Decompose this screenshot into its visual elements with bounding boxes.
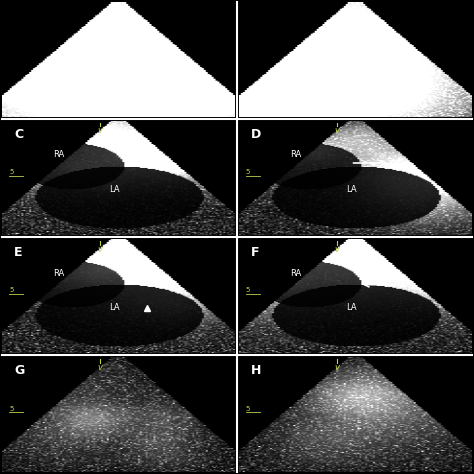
Text: E: E [14, 246, 22, 259]
Text: 5: 5 [246, 406, 250, 412]
Text: v: v [334, 363, 339, 372]
Text: v: v [98, 245, 102, 254]
Text: RA: RA [290, 269, 301, 278]
Text: F: F [251, 246, 259, 259]
Text: 5: 5 [9, 169, 14, 175]
Text: v: v [98, 127, 102, 136]
Text: RA: RA [54, 150, 65, 159]
Text: 5: 5 [9, 406, 14, 412]
Text: v: v [334, 127, 339, 136]
Text: G: G [14, 364, 24, 377]
Text: 5: 5 [9, 287, 14, 293]
Text: v: v [98, 363, 102, 372]
Text: RA: RA [54, 269, 65, 278]
Text: LA: LA [109, 185, 120, 194]
Text: RA: RA [290, 150, 301, 159]
Text: v: v [334, 245, 339, 254]
Text: H: H [251, 364, 261, 377]
Text: 5: 5 [246, 169, 250, 175]
Text: C: C [14, 128, 23, 140]
Text: LA: LA [109, 303, 120, 312]
Text: 5: 5 [246, 287, 250, 293]
Text: LA: LA [346, 185, 356, 194]
Text: LA: LA [346, 303, 356, 312]
Text: D: D [251, 128, 261, 140]
